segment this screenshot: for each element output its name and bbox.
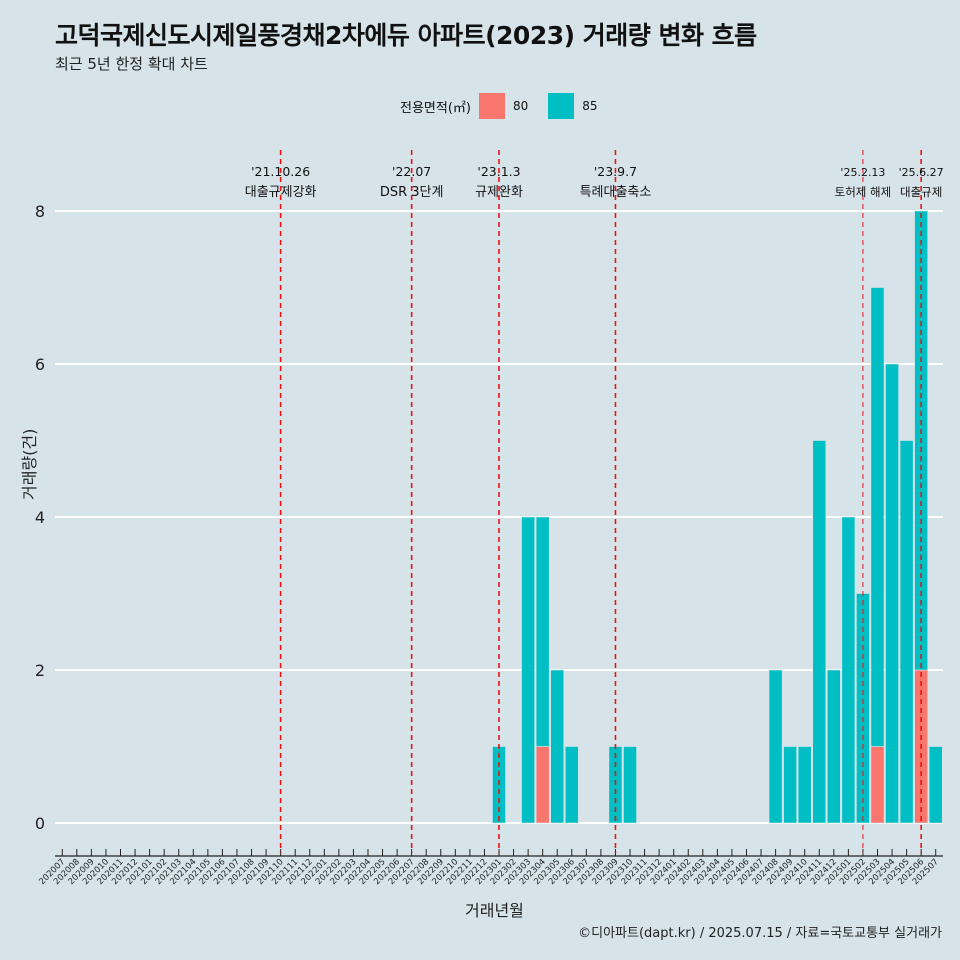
y-tick-label-8: 8 [35, 202, 45, 221]
event-label-202309: 특례대출축소 [580, 185, 652, 200]
bar-85-202504 [885, 363, 899, 824]
event-date-202309: '23.9.7 [594, 164, 637, 179]
event-date-202502: '25.2.13 [840, 166, 885, 179]
bar-85-202408 [768, 669, 783, 824]
event-date-202506: '25.6.27 [899, 166, 944, 179]
event-label-202502: 토허제 해제 [835, 185, 892, 199]
event-label-202506: 대출규제 [900, 185, 942, 199]
bar-85-202310 [623, 746, 637, 824]
legend-swatch-85 [548, 93, 575, 119]
chart-title: 고덕국제신도시제일풍경채2차에듀 아파트(2023) 거래량 변화 흐름 [55, 21, 757, 50]
legend-title: 전용면적(㎡) [400, 100, 471, 116]
event-label-202301: 규제완화 [475, 185, 523, 200]
y-tick-label-0: 0 [35, 814, 45, 833]
x-axis-label: 거래년월 [465, 901, 524, 920]
event-date-202207: '22.07 [392, 164, 431, 179]
bar-80-202304 [535, 746, 550, 824]
bar-85-202410 [797, 746, 812, 824]
bar-85-202412 [826, 669, 841, 824]
chart-subtitle: 최근 5년 한정 확대 차트 [55, 55, 208, 73]
bar-85-202507 [928, 746, 943, 824]
bar-85-202503 [870, 287, 885, 747]
legend-label-80: 80 [512, 99, 529, 113]
legend-label-85: 85 [582, 99, 598, 113]
y-tick-label-4: 4 [35, 508, 45, 527]
bar-85-202411 [812, 440, 827, 824]
event-label-202207: DSR 3단계 [380, 185, 444, 200]
event-label-202110: 대출규제강화 [245, 185, 317, 200]
source-caption: ©디아파트(dapt.kr) / 2025.07.15 / 자료=국토교통부 실… [578, 926, 942, 941]
bar-85-202303 [521, 516, 535, 824]
event-date-202301: '23.1.3 [477, 164, 520, 179]
bar-85-202501 [841, 516, 856, 824]
y-tick-label-2: 2 [35, 661, 45, 680]
bar-85-202505 [899, 440, 914, 824]
bar-85-202306 [564, 746, 579, 824]
legend: 전용면적(㎡) 80 85 [400, 93, 618, 119]
bar-80-202503 [870, 746, 885, 824]
event-date-202110: '21.10.26 [251, 164, 310, 179]
y-tick-label-6: 6 [35, 355, 45, 374]
bar-85-202305 [550, 669, 565, 824]
y-axis-label: 거래량(건) [20, 428, 39, 500]
legend-swatch-80 [478, 93, 505, 119]
bar-85-202409 [783, 746, 797, 824]
bar-85-202304 [535, 516, 550, 747]
